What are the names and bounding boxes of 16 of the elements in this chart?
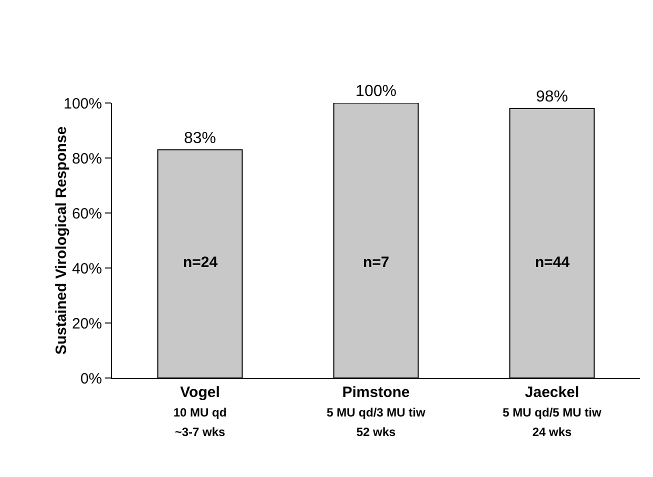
annotation: n=24 — [183, 254, 218, 271]
x-tick-label: Jaeckel 5 MU qd/5 MU tiw 24 wks — [502, 384, 602, 439]
x-tick-label: Pimstone 5 MU qd/3 MU tiw 52 wks — [326, 384, 426, 439]
annotation: n=7 — [363, 254, 390, 271]
y-tick-label: 80% — [72, 150, 102, 168]
y-axis-title: Sustained Virological Response — [52, 126, 70, 355]
y-tick-label: 0% — [80, 370, 102, 388]
data-label: 83% — [184, 130, 216, 147]
y-tick-label: 20% — [72, 315, 102, 332]
y-tick-label: 100% — [64, 95, 102, 112]
data-label: 100% — [356, 83, 396, 100]
y-tick-label: 60% — [72, 205, 102, 222]
annotation: n=44 — [535, 254, 570, 271]
data-label: 98% — [536, 88, 568, 106]
x-tick-label: Vogel 10 MU qd ~3-7 wks — [173, 384, 227, 439]
y-tick-label: 40% — [72, 260, 102, 278]
